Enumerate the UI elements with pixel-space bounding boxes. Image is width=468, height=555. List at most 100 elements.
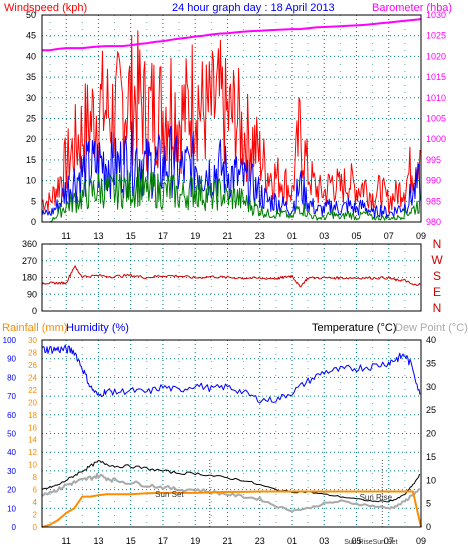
sun-rise-label: Sun Rise — [360, 493, 393, 502]
temperature-frame — [41, 339, 422, 528]
rainfall-tick-label: 6 — [33, 486, 38, 495]
temperature-tick-label: 0 — [426, 522, 431, 532]
gust-line — [41, 30, 421, 213]
rainfall-tick-label: 28 — [28, 348, 37, 357]
temperature-tick-label: 5 — [426, 499, 431, 509]
y2-tick-label: 990 — [426, 176, 441, 186]
humidity-tick-label: 60 — [7, 411, 16, 420]
sun-set-label: Sun Set — [155, 490, 184, 499]
x-tick-label: 21 — [222, 536, 232, 546]
y-tick-label: 50 — [26, 10, 36, 20]
humidity-tick-label: 80 — [7, 373, 16, 382]
compass-label: N — [433, 237, 442, 251]
y-tick-label: 90 — [27, 289, 37, 299]
sun-rise-footer-label: Sun Rise — [344, 539, 373, 546]
rainfall-line — [41, 490, 422, 528]
humidity-tick-label: 20 — [7, 486, 16, 495]
x-tick-label: 07 — [384, 231, 394, 241]
y2-tick-label: 1025 — [426, 31, 446, 41]
x-tick-label: 03 — [319, 536, 329, 546]
temperature-tick-label: 30 — [426, 382, 436, 392]
compass-label: N — [433, 301, 442, 315]
rainfall-tick-label: 20 — [28, 398, 37, 407]
rainfall-tick-label: 26 — [28, 361, 37, 370]
x-tick-label: 15 — [126, 231, 136, 241]
rainfall-tick-label: 8 — [33, 473, 38, 482]
sun-set-footer-label: Sun Set — [373, 539, 398, 546]
y-tick-label: 30 — [26, 93, 36, 103]
rainfall-axis-label: Rainfall (mm) — [2, 322, 67, 334]
temperature-tick-label: 35 — [426, 358, 436, 368]
wind-panel: 0510152025303540455098098599099510001005… — [26, 10, 446, 241]
y2-tick-label: 1020 — [426, 51, 446, 61]
humidity-tick-label: 40 — [7, 448, 16, 457]
rainfall-tick-label: 0 — [33, 523, 38, 532]
x-tick-label: 05 — [351, 536, 361, 546]
rainfall-tick-label: 12 — [28, 448, 37, 457]
temperature-tick-label: 25 — [426, 405, 436, 415]
x-tick-label: 01 — [287, 536, 297, 546]
rainfall-tick-label: 10 — [28, 461, 37, 470]
rainfall-tick-label: 18 — [28, 411, 37, 420]
x-tick-label: 11 — [62, 231, 71, 241]
x-tick-label: 09 — [416, 231, 426, 241]
y-tick-label: 15 — [26, 155, 36, 165]
humidity-tick-label: 100 — [3, 336, 17, 345]
y-tick-label: 360 — [22, 239, 37, 249]
x-tick-label: 03 — [319, 231, 329, 241]
y-tick-label: 180 — [22, 273, 37, 283]
y-tick-label: 35 — [26, 72, 36, 82]
rainfall-tick-label: 14 — [28, 436, 37, 445]
rainfall-tick-label: 16 — [28, 423, 37, 432]
temperature-tick-label: 10 — [426, 475, 436, 485]
y2-tick-label: 1000 — [426, 134, 446, 144]
y2-tick-label: 980 — [426, 217, 441, 227]
y-tick-label: 0 — [31, 217, 36, 227]
humidity-tick-label: 30 — [7, 467, 16, 476]
x-tick-label: 17 — [158, 231, 168, 241]
y-tick-label: 40 — [26, 51, 36, 61]
y-tick-label: 0 — [32, 306, 37, 316]
x-tick-label: 17 — [158, 536, 168, 546]
x-tick-label: 09 — [416, 536, 426, 546]
x-tick-label: 01 — [287, 231, 297, 241]
y2-tick-label: 1015 — [426, 72, 446, 82]
x-tick-label: 07 — [384, 536, 394, 546]
x-tick-label: 15 — [126, 536, 136, 546]
humidity-tick-label: 50 — [7, 430, 16, 439]
x-tick-label: 19 — [190, 536, 200, 546]
wind-axis-label: Windspeed (kph) — [4, 2, 87, 14]
x-tick-label: 11 — [62, 536, 71, 546]
direction-line — [41, 265, 421, 288]
y2-tick-label: 985 — [426, 196, 441, 206]
humidity-line — [41, 344, 421, 404]
humidity-tick-label: 90 — [7, 355, 16, 364]
temperature-tick-label: 40 — [426, 335, 436, 345]
y-tick-label: 270 — [22, 256, 37, 266]
barometer-axis-label: Barometer (hba) — [372, 2, 452, 14]
rainfall-tick-label: 24 — [28, 373, 37, 382]
y2-tick-label: 1030 — [426, 10, 446, 20]
rainfall-tick-label: 2 — [33, 511, 38, 520]
compass-label: E — [433, 285, 441, 299]
y2-tick-label: 1005 — [426, 114, 446, 124]
x-tick-label: 21 — [222, 231, 232, 241]
x-tick-label: 13 — [93, 536, 103, 546]
wind-frame — [41, 14, 422, 223]
temperature-tick-label: 15 — [426, 452, 436, 462]
y2-tick-label: 1010 — [426, 93, 446, 103]
temperature-axis-label: Temperature (°C) — [312, 322, 396, 334]
chart-title: 24 hour graph day : 18 April 2013 — [172, 2, 335, 14]
direction-frame — [41, 243, 422, 312]
x-tick-label: 23 — [255, 231, 265, 241]
compass-label: S — [433, 269, 441, 283]
x-tick-label: 13 — [93, 231, 103, 241]
y-tick-label: 10 — [26, 176, 36, 186]
temperature-panel: 0102030405060708090100024681012141618202… — [3, 335, 436, 546]
temperature-tick-label: 20 — [426, 429, 436, 439]
y-tick-label: 45 — [26, 31, 36, 41]
rainfall-tick-label: 4 — [33, 498, 38, 507]
rainfall-tick-label: 22 — [28, 386, 37, 395]
